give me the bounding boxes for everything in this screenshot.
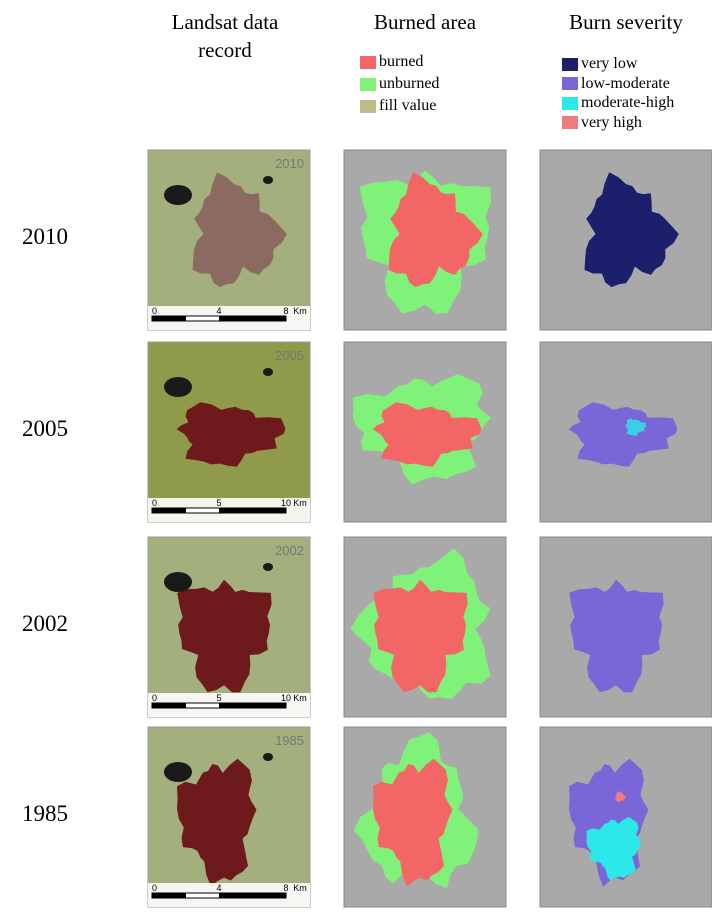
burn-severity-map (540, 342, 712, 522)
image-stamp: 2002 (275, 543, 304, 558)
scale-label: 5 (216, 498, 221, 508)
burned-area-map (344, 537, 506, 717)
burn-severity-map (540, 150, 712, 330)
burned-area-map (344, 727, 506, 907)
scale-label: Km (293, 883, 307, 893)
scale-label: Km (293, 693, 307, 703)
scale-bar-seg (152, 893, 186, 898)
lake (263, 753, 273, 761)
scale-bar-seg (219, 703, 286, 708)
scale-label: 10 (281, 693, 291, 703)
burned-area-map (344, 150, 506, 330)
image-stamp: 2005 (275, 348, 304, 363)
scale-bar-seg (219, 316, 286, 321)
landsat-image: 1985 0 4 8 Km (148, 727, 310, 907)
lake (164, 762, 192, 782)
scale-label: Km (293, 498, 307, 508)
scale-bar-seg (152, 316, 186, 321)
lake (263, 176, 273, 184)
scale-bar-seg (152, 703, 186, 708)
scale-label: 4 (216, 306, 221, 316)
image-stamp: 1985 (275, 733, 304, 748)
scale-bar-seg (219, 893, 286, 898)
landsat-image: 2010 0 4 8 Km (148, 150, 310, 330)
scale-label: 5 (216, 693, 221, 703)
figure: 2010048Km20050510Km20020510Km1985048Km (0, 0, 712, 916)
burn-severity-map (540, 537, 712, 717)
lake (164, 572, 192, 592)
scale-bar-seg (152, 508, 186, 513)
scale-label: 0 (152, 883, 157, 893)
burned-area-map (344, 342, 506, 522)
lake (164, 377, 192, 397)
scale-label: 10 (281, 498, 291, 508)
scale-label: 8 (283, 306, 288, 316)
scale-label: 4 (216, 883, 221, 893)
page: Landsat data recordBurned areaburnedunbu… (0, 0, 712, 916)
scale-bar-seg (219, 508, 286, 513)
scale-label: 0 (152, 498, 157, 508)
burn-severity-map (540, 727, 712, 907)
scale-label: Km (293, 306, 307, 316)
scale-label: 8 (283, 883, 288, 893)
lake (263, 368, 273, 376)
scale-label: 0 (152, 693, 157, 703)
lake (164, 185, 192, 205)
lake (263, 563, 273, 571)
image-stamp: 2010 (275, 156, 304, 171)
scale-label: 0 (152, 306, 157, 316)
